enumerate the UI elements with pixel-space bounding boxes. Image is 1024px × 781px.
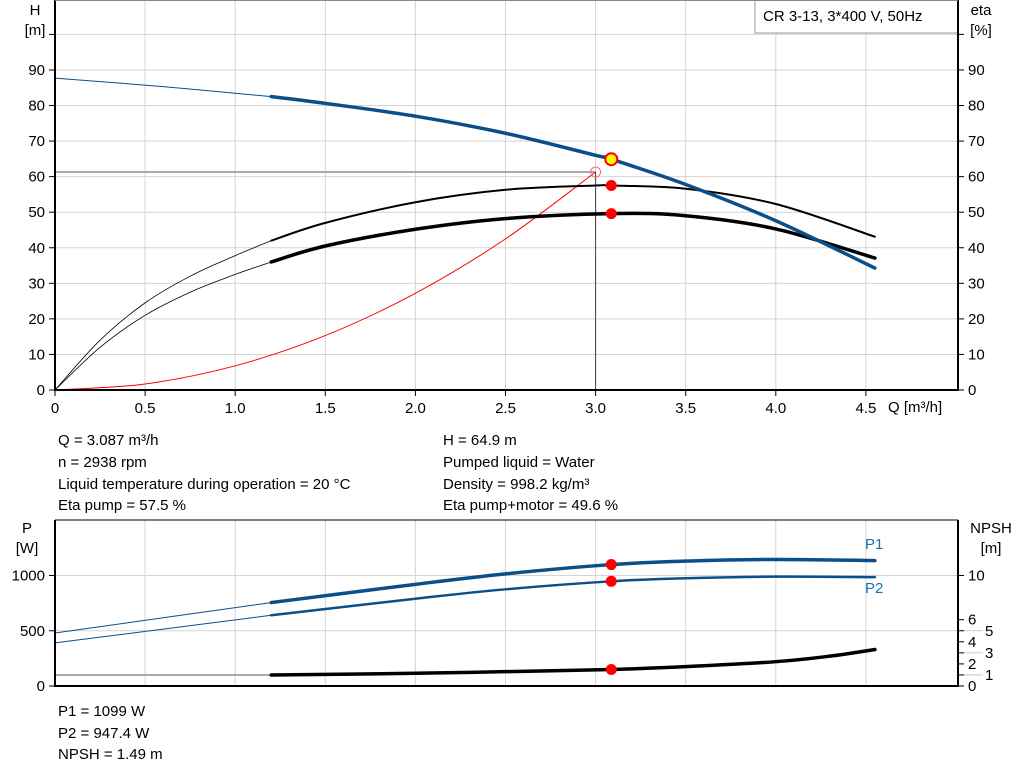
- x-tick-label: 0.5: [135, 400, 156, 417]
- requested-point-marker: [590, 166, 602, 178]
- p1-curve-extrapolated: [54, 602, 272, 634]
- y-tick-label-left: 60: [28, 169, 45, 186]
- bottom-plot-frame: [54, 520, 959, 687]
- x-tick-label: 4.5: [855, 400, 876, 417]
- info-q: Q = 3.087 m³/h: [58, 432, 158, 449]
- legend-label: CR 3-13, 3*400 V, 50Hz: [763, 8, 923, 25]
- y-tick-label-left: 0: [37, 382, 45, 399]
- y-axis-label-p: P: [22, 520, 32, 537]
- y-axis-unit-npsh: [m]: [981, 540, 1002, 557]
- y-tick-label-right: 60: [968, 169, 985, 186]
- x-tick-label: 4.0: [765, 400, 786, 417]
- y-tick-label-left: 1000: [12, 568, 45, 585]
- y-tick-label-right: 0: [968, 678, 976, 695]
- x-tick-label: 2.0: [405, 400, 426, 417]
- y-tick-label-left: 10: [28, 346, 45, 363]
- y-axis-label-npsh: NPSH: [970, 520, 1012, 537]
- top-plot-frame: [54, 0, 959, 391]
- x-tick-label: 3.5: [675, 400, 696, 417]
- y-axis-label-eta: eta: [971, 2, 993, 19]
- p1-marker: [605, 559, 617, 571]
- info-npsh: NPSH = 1.49 m: [58, 746, 163, 763]
- eta-pump-motor-curve-extrapolated: [54, 261, 272, 391]
- head-curve-extrapolated: [54, 77, 272, 98]
- y-tick-label-right: 70: [968, 133, 985, 150]
- series-label-p1: P1: [865, 536, 883, 553]
- info-left: Q = 3.087 m³/h n = 2938 rpm Liquid tempe…: [58, 432, 351, 514]
- y-axis-unit-p: [W]: [16, 540, 39, 557]
- p2-curve-extrapolated: [54, 614, 272, 644]
- x-tick-label: 0: [51, 400, 59, 417]
- y-tick-label-right: 2: [968, 656, 976, 673]
- y-tick-label-right: 3: [985, 645, 993, 662]
- y-tick-label-left: 50: [28, 204, 45, 221]
- y-tick-label-right: 10: [968, 568, 985, 585]
- x-tick-label: 1.0: [225, 400, 246, 417]
- eta-pump-motor-curve: [269, 211, 877, 264]
- y-tick-label-right: 80: [968, 98, 985, 115]
- y-tick-label-right: 6: [968, 612, 976, 629]
- y-tick-label-right: 30: [968, 275, 985, 292]
- info-temperature: Liquid temperature during operation = 20…: [58, 476, 351, 493]
- y-tick-label-left: 20: [28, 311, 45, 328]
- info-liquid: Pumped liquid = Water: [443, 454, 595, 471]
- y-tick-label-left: 80: [28, 98, 45, 115]
- y-tick-label-right: 5: [985, 623, 993, 640]
- y-tick-label-left: 500: [20, 623, 45, 640]
- grid-bottom: [55, 520, 958, 686]
- curves: [54, 77, 877, 677]
- y-tick-label-right: 10: [968, 346, 985, 363]
- info-bottom: P1 = 1099 W P2 = 947.4 W NPSH = 1.49 m: [58, 703, 163, 763]
- p1-curve: [269, 557, 877, 605]
- p2-curve: [269, 575, 877, 617]
- y-tick-label-right: 0: [968, 382, 976, 399]
- y-tick-label-right: 50: [968, 204, 985, 221]
- duty-point-marker: [604, 152, 619, 167]
- eta-pump-curve-extrapolated: [54, 240, 272, 391]
- x-axis-label: Q [m³/h]: [888, 399, 942, 416]
- eta-pump-marker: [605, 180, 617, 192]
- npsh-marker: [605, 664, 617, 676]
- p2-marker: [605, 575, 617, 587]
- info-eta-pump: Eta pump = 57.5 %: [58, 497, 186, 514]
- y-tick-label-right: 4: [968, 634, 976, 651]
- info-right: H = 64.9 m Pumped liquid = Water Density…: [443, 432, 618, 514]
- info-h: H = 64.9 m: [443, 432, 517, 449]
- y-axis-label-h: H: [30, 2, 41, 19]
- system-curve: [54, 171, 597, 391]
- info-p1: P1 = 1099 W: [58, 703, 146, 720]
- info-p2: P2 = 947.4 W: [58, 725, 150, 742]
- axes: [54, 0, 959, 687]
- info-density: Density = 998.2 kg/m³: [443, 476, 589, 493]
- tick-labels: 0 0.5 1.0 1.5 2.0 2.5 3.0 3.5 4.0 4.5010203040506…: [12, 33, 993, 695]
- npsh-curve: [269, 647, 877, 677]
- y-tick-label-right: 20: [968, 311, 985, 328]
- eta-pump-motor-marker: [605, 208, 617, 220]
- x-tick-label: 2.5: [495, 400, 516, 417]
- y-tick-label-right: 40: [968, 240, 985, 257]
- y-tick-label-left: 30: [28, 275, 45, 292]
- info-eta-pump-motor: Eta pump+motor = 49.6 %: [443, 497, 618, 514]
- x-tick-label: 1.5: [315, 400, 336, 417]
- y-tick-label-left: 0: [37, 678, 45, 695]
- y-tick-label-right: 1: [985, 667, 993, 684]
- y-axis-unit-eta: [%]: [970, 22, 992, 39]
- y-axis-unit-h: [m]: [25, 22, 46, 39]
- grid-top: [55, 0, 958, 390]
- y-tick-label-left: 70: [28, 133, 45, 150]
- y-tick-label-left: 90: [28, 62, 45, 79]
- x-tick-label: 3.0: [585, 400, 606, 417]
- y-tick-label-left: 40: [28, 240, 45, 257]
- y-tick-label-right: 90: [968, 62, 985, 79]
- series-label-p2: P2: [865, 580, 883, 597]
- info-n: n = 2938 rpm: [58, 454, 147, 471]
- eta-pump-curve: [270, 184, 876, 242]
- head-curve: [269, 94, 877, 270]
